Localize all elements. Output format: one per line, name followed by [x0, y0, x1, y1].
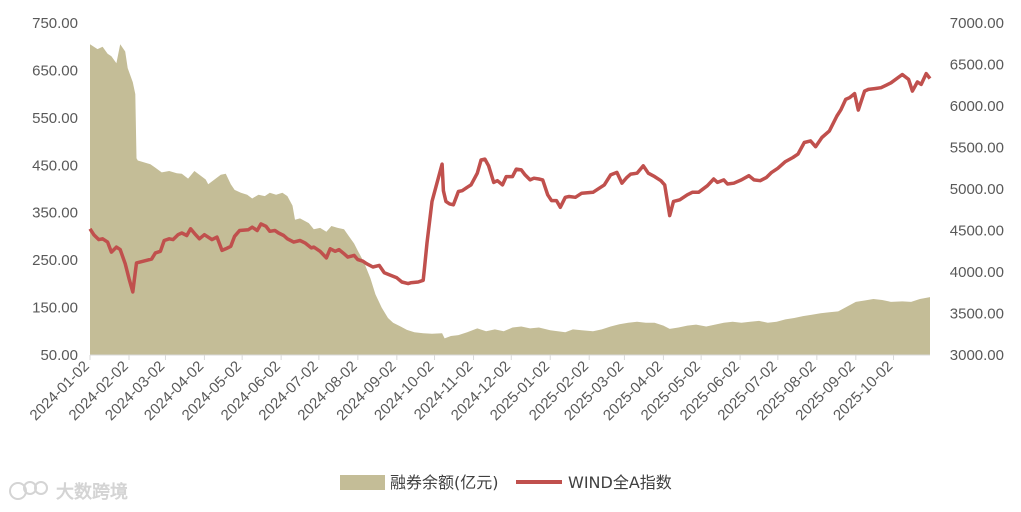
left-axis-tick-label: 650.00 — [32, 62, 78, 79]
right-axis-tick-label: 3500.00 — [950, 306, 1004, 323]
legend-area-label: 融券余额(亿元) — [390, 473, 499, 492]
legend-line-label: WIND全A指数 — [568, 473, 672, 492]
left-axis-tick-label: 350.00 — [32, 205, 78, 222]
left-axis-tick-label: 250.00 — [32, 252, 78, 269]
right-axis-tick-label: 7000.00 — [950, 15, 1004, 32]
watermark-logo-icon — [9, 481, 48, 500]
right-axis-tick-label: 5000.00 — [950, 181, 1004, 198]
watermark-text: 大数跨境 — [56, 482, 128, 503]
wind-index-line — [88, 71, 932, 294]
right-axis: 3000.00 3500.00 4000.00 4500.00 5000.00 5500.… — [950, 15, 1004, 364]
legend: 融券余额(亿元) WIND全A指数 — [340, 473, 672, 492]
watermark: 大数跨境 — [8, 478, 128, 504]
right-axis-tick-label: 6500.00 — [950, 57, 1004, 74]
right-axis-tick-label: 6000.00 — [950, 98, 1004, 115]
legend-area-swatch — [340, 475, 385, 490]
left-axis-tick-label: 750.00 — [32, 15, 78, 32]
left-axis-tick-label: 150.00 — [32, 300, 78, 317]
left-axis-tick-label: 50.00 — [40, 347, 78, 364]
left-axis-tick-label: 550.00 — [32, 110, 78, 127]
right-axis-tick-label: 4500.00 — [950, 223, 1004, 240]
right-axis-tick-label: 4000.00 — [950, 264, 1004, 281]
left-axis-tick-label: 450.00 — [32, 157, 78, 174]
left-axis: 50.00 150.00 250.00 350.00 450.00 550.00 650.0… — [32, 15, 78, 364]
x-axis-ticks — [89, 355, 895, 360]
right-axis-tick-label: 3000.00 — [950, 347, 1004, 364]
margin-balance-area — [90, 44, 930, 356]
x-axis-labels: 2024-01-022024-02-022024-03-022024-04-02… — [27, 358, 897, 424]
right-axis-tick-label: 5500.00 — [950, 140, 1004, 157]
